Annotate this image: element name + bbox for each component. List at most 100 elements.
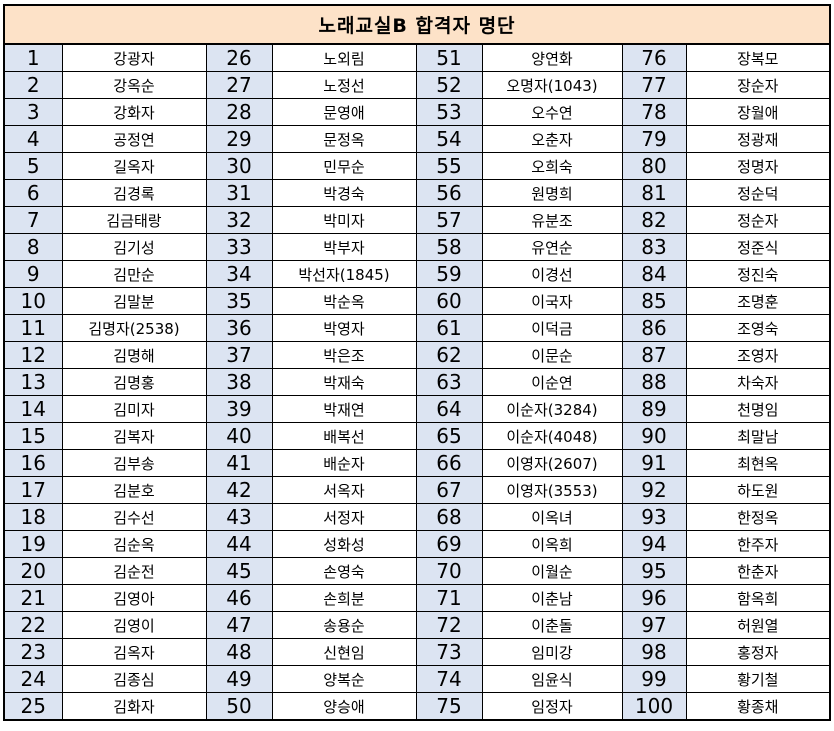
entry-name: 강화자	[61, 98, 207, 126]
entry-name: 양복순	[271, 665, 417, 693]
entry-number: 35	[205, 287, 273, 315]
entry-name: 홍정자	[685, 638, 831, 666]
entry-number: 48	[205, 638, 273, 666]
table-row: 9 김만순 34 박선자(1845) 59 이경선 84 정진숙	[3, 260, 831, 288]
entry-number: 91	[621, 449, 687, 477]
entry-name: 이국자	[481, 287, 623, 315]
entry-name: 이덕금	[481, 314, 623, 342]
entry-number: 76	[621, 43, 687, 72]
entry-name: 이경선	[481, 260, 623, 288]
entry-number: 64	[415, 395, 483, 423]
table-row: 5 길옥자 30 민무순 55 오희숙 80 정명자	[3, 152, 831, 180]
entry-number: 20	[3, 557, 63, 585]
entry-number: 68	[415, 503, 483, 531]
entry-number: 10	[3, 287, 63, 315]
entry-name: 최말남	[685, 422, 831, 450]
entry-number: 47	[205, 611, 273, 639]
entry-number: 51	[415, 43, 483, 72]
entry-name: 김경록	[61, 179, 207, 207]
entry-number: 7	[3, 206, 63, 234]
entry-number: 21	[3, 584, 63, 612]
entry-name: 박부자	[271, 233, 417, 261]
table-row: 14 김미자 39 박재연 64 이순자(3284) 89 천명임	[3, 395, 831, 423]
entry-name: 이춘남	[481, 584, 623, 612]
entry-number: 14	[3, 395, 63, 423]
entry-number: 70	[415, 557, 483, 585]
table-row: 24 김종심 49 양복순 74 임윤식 99 황기철	[3, 665, 831, 693]
entry-number: 25	[3, 692, 63, 721]
entry-name: 김수선	[61, 503, 207, 531]
entry-name: 장복모	[685, 43, 831, 72]
entry-number: 84	[621, 260, 687, 288]
table-row: 12 김명해 37 박은조 62 이문순 87 조영자	[3, 341, 831, 369]
entry-number: 69	[415, 530, 483, 558]
entry-name: 김만순	[61, 260, 207, 288]
entry-name: 노정선	[271, 71, 417, 99]
entry-name: 김기성	[61, 233, 207, 261]
entry-number: 65	[415, 422, 483, 450]
entry-name: 김영아	[61, 584, 207, 612]
entry-number: 39	[205, 395, 273, 423]
entry-name: 임윤식	[481, 665, 623, 693]
entry-number: 57	[415, 206, 483, 234]
entry-name: 손영숙	[271, 557, 417, 585]
entry-number: 92	[621, 476, 687, 504]
entry-name: 임정자	[481, 692, 623, 721]
entry-name: 원명희	[481, 179, 623, 207]
entry-name: 이영자(3553)	[481, 476, 623, 504]
entry-name: 박미자	[271, 206, 417, 234]
entry-number: 56	[415, 179, 483, 207]
entry-name: 정광재	[685, 125, 831, 153]
entry-number: 85	[621, 287, 687, 315]
table-row: 25 김화자 50 양승애 75 임정자 100 황종채	[3, 692, 831, 721]
entry-number: 53	[415, 98, 483, 126]
entry-number: 88	[621, 368, 687, 396]
entry-number: 32	[205, 206, 273, 234]
entry-number: 94	[621, 530, 687, 558]
entry-number: 30	[205, 152, 273, 180]
entry-number: 75	[415, 692, 483, 721]
entry-name: 박순옥	[271, 287, 417, 315]
entry-number: 4	[3, 125, 63, 153]
entry-number: 55	[415, 152, 483, 180]
table-row: 13 김명홍 38 박재숙 63 이순연 88 차숙자	[3, 368, 831, 396]
table-row: 3 강화자 28 문영애 53 오수연 78 장월애	[3, 98, 831, 126]
entry-number: 43	[205, 503, 273, 531]
entry-name: 오명자(1043)	[481, 71, 623, 99]
table-row: 7 김금태랑 32 박미자 57 유분조 82 정순자	[3, 206, 831, 234]
entry-number: 62	[415, 341, 483, 369]
entry-number: 38	[205, 368, 273, 396]
entry-name: 박경숙	[271, 179, 417, 207]
table-row: 10 김말분 35 박순옥 60 이국자 85 조명훈	[3, 287, 831, 315]
entry-name: 양연화	[481, 43, 623, 72]
entry-number: 42	[205, 476, 273, 504]
entry-name: 서옥자	[271, 476, 417, 504]
table-row: 15 김복자 40 배복선 65 이순자(4048) 90 최말남	[3, 422, 831, 450]
entry-name: 조명훈	[685, 287, 831, 315]
entry-name: 신현임	[271, 638, 417, 666]
entry-name: 이춘돌	[481, 611, 623, 639]
entry-name: 정순자	[685, 206, 831, 234]
entry-number: 63	[415, 368, 483, 396]
entry-number: 13	[3, 368, 63, 396]
entry-number: 100	[621, 692, 687, 721]
entry-name: 김화자	[61, 692, 207, 721]
table-row: 22 김영이 47 송용순 72 이춘돌 97 허원열	[3, 611, 831, 639]
entry-name: 김옥자	[61, 638, 207, 666]
entry-name: 성화성	[271, 530, 417, 558]
entry-name: 장순자	[685, 71, 831, 99]
entry-name: 김금태랑	[61, 206, 207, 234]
entry-number: 27	[205, 71, 273, 99]
entry-number: 52	[415, 71, 483, 99]
entry-number: 80	[621, 152, 687, 180]
entry-name: 김명홍	[61, 368, 207, 396]
entry-number: 59	[415, 260, 483, 288]
entry-name: 박재연	[271, 395, 417, 423]
entry-name: 조영자	[685, 341, 831, 369]
entry-name: 유분조	[481, 206, 623, 234]
entry-number: 97	[621, 611, 687, 639]
entry-number: 44	[205, 530, 273, 558]
entry-number: 49	[205, 665, 273, 693]
entry-name: 김순옥	[61, 530, 207, 558]
entry-number: 19	[3, 530, 63, 558]
